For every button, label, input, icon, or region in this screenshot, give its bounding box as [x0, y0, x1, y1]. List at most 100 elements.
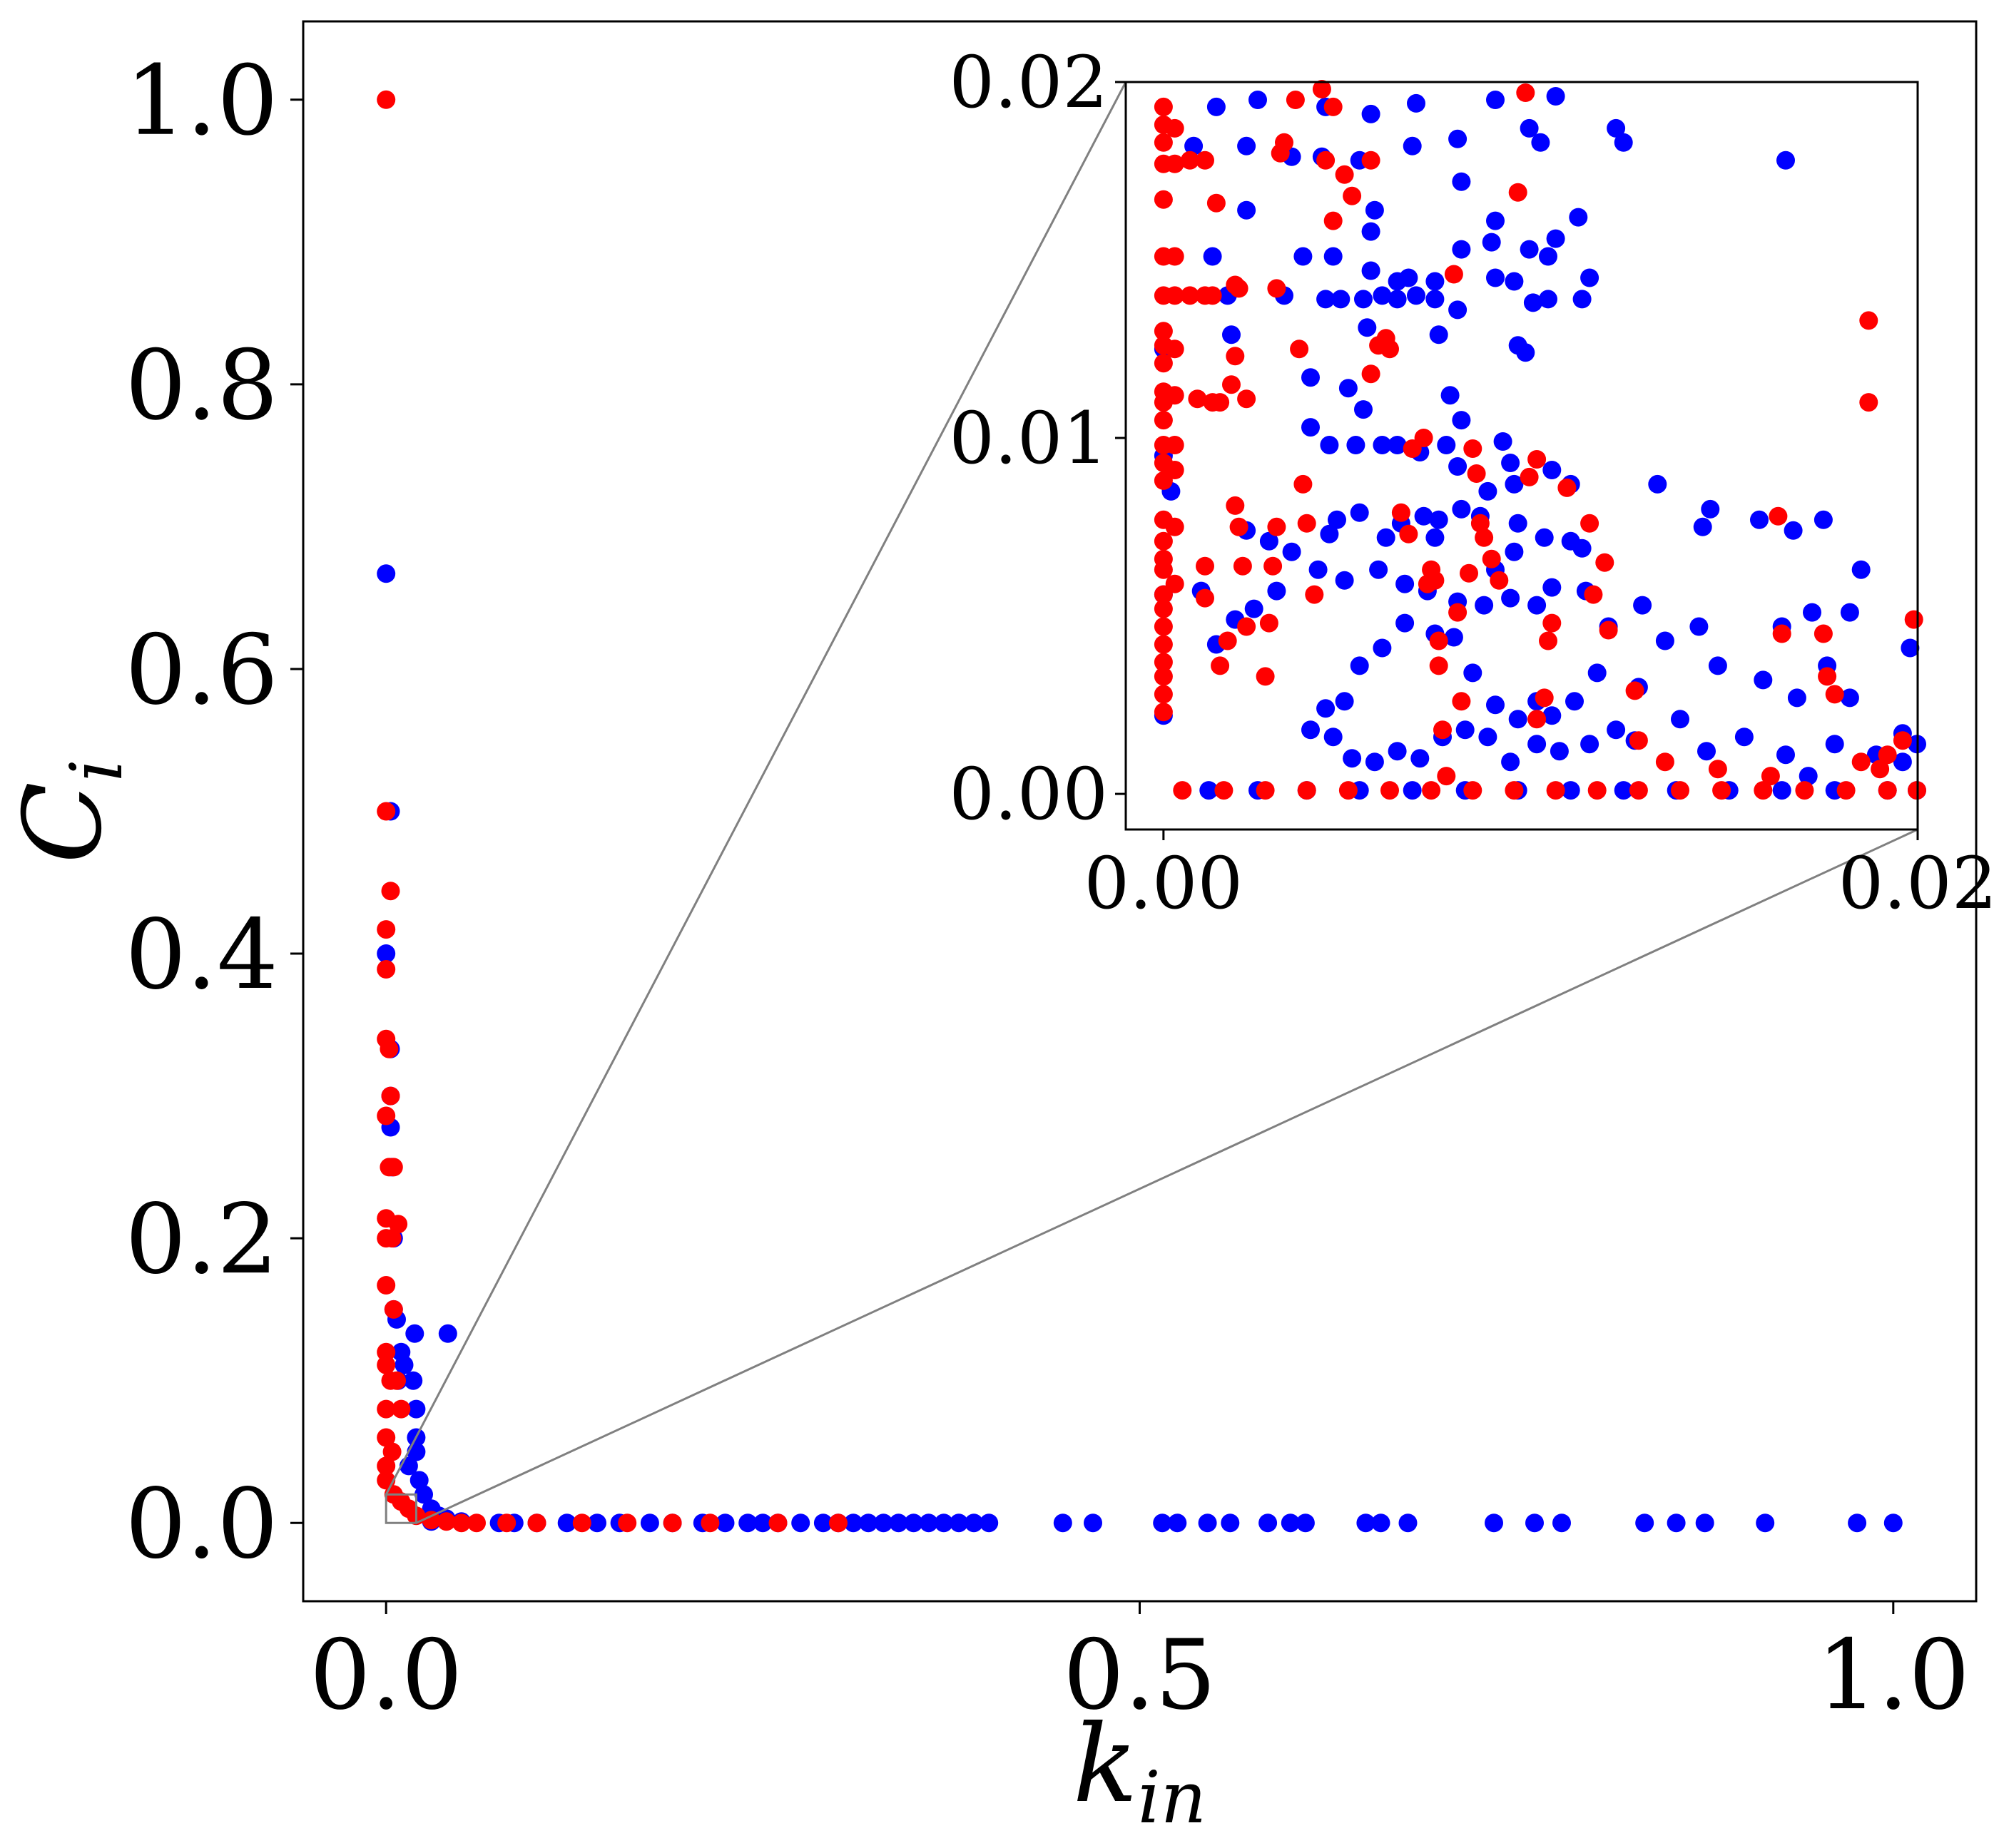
inset-series-a-point [1361, 261, 1380, 280]
inset-series-b-point [1422, 560, 1441, 579]
inset-series-a-point [1373, 436, 1392, 454]
inset-series-a-point [1693, 517, 1712, 536]
inset-series-b-point [1154, 560, 1173, 579]
inset-series-b-point [1154, 635, 1173, 654]
inset-series-a-point [1373, 638, 1392, 658]
inset-series-b-point [1539, 631, 1557, 650]
inset-series-b-point [1233, 556, 1252, 576]
inset-series-a-point [1708, 656, 1727, 675]
inset-series-a-point [1399, 268, 1418, 287]
main-series-a-point [1667, 1513, 1686, 1533]
inset-series-b-point [1203, 286, 1222, 305]
main-series-a-point [965, 1513, 984, 1533]
inset-series-a-point [1580, 735, 1599, 754]
y-axis-label: Ci [1, 759, 138, 864]
inset-series-b-point [1154, 411, 1173, 430]
inset-series-a-point [1343, 749, 1362, 768]
inset-series-b-point [1154, 531, 1173, 551]
inset-series-a-point [1395, 613, 1415, 633]
inset-series-b-point [1154, 685, 1173, 704]
inset-series-a-point [1237, 136, 1256, 155]
inset-series-a-point [1572, 538, 1592, 558]
inset-series-a-point [1478, 481, 1497, 501]
inset-series-b-point [1527, 450, 1547, 469]
inset-series-a-point [1358, 318, 1377, 337]
inset-series-b-point [1214, 781, 1233, 800]
inset-series-a-point [1425, 290, 1445, 309]
main-series-a-point [404, 1371, 423, 1390]
inset-series-b-point [1290, 340, 1309, 359]
inset-series-a-point [1508, 710, 1527, 729]
inset-y-tick-label: 0.00 [949, 752, 1108, 836]
main-series-b-point [467, 1513, 486, 1533]
main-series-a-point [950, 1513, 968, 1533]
inset-background [1126, 82, 1918, 829]
inset-series-b-point [1761, 767, 1780, 786]
main-series-a-point [889, 1513, 908, 1533]
inset-series-b-point [1316, 150, 1336, 170]
inset-series-a-point [1505, 474, 1524, 494]
inset-series-a-point [1350, 503, 1369, 522]
inset-series-b-point [1437, 767, 1456, 786]
y-axis-label-subscript: i [55, 759, 138, 782]
main-series-b-point [452, 1513, 471, 1533]
inset-series-a-point [1527, 596, 1547, 615]
inset-series-a-point [1346, 436, 1365, 454]
inset-series-a-point [1452, 411, 1471, 430]
inset-series-a-point [1535, 528, 1554, 547]
inset-series-a-point [1580, 268, 1599, 287]
inset-series-b-point [1463, 781, 1482, 800]
inset-series-b-point [1180, 150, 1199, 170]
inset-series-b-point [1584, 585, 1603, 604]
inset-series-b-point [1335, 165, 1354, 184]
inset-series-a-point [1222, 325, 1241, 344]
inset-series-b-point [1229, 279, 1248, 298]
inset-series-b-point [1206, 193, 1226, 213]
main-series-b-point [618, 1513, 637, 1533]
inset-series-b-point [1226, 496, 1245, 515]
inset-series-a-point [1444, 628, 1463, 647]
inset-series-a-point [1350, 656, 1369, 675]
inset-series-b-point [1448, 603, 1467, 622]
inset-series-b-point [1343, 186, 1362, 205]
inset-series-a-point [1323, 728, 1343, 747]
inset-x-tick-label: 0.02 [1838, 842, 1994, 925]
main-series-a-point [557, 1513, 576, 1533]
main-series-b-point [437, 1512, 456, 1531]
main-series-b-point [527, 1513, 546, 1533]
inset-series-a-point [1331, 290, 1350, 309]
inset-series-b-point [1629, 731, 1648, 750]
main-series-a-point [980, 1513, 999, 1533]
inset-series-a-point [1478, 728, 1497, 747]
inset-series-a-point [1388, 436, 1407, 454]
inset-series-b-point [1712, 781, 1731, 800]
main-series-b-point [377, 1399, 396, 1419]
inset-series-b-point [1595, 553, 1614, 572]
main-y-tick-label: 1.0 [125, 45, 278, 157]
inset-series-b-point [1267, 279, 1286, 298]
inset-series-b-point [1165, 118, 1184, 138]
inset-series-b-point [1312, 80, 1331, 98]
main-series-b-point [392, 1399, 411, 1419]
inset-series-a-point [1237, 200, 1256, 220]
inset-series-b-point [1165, 154, 1184, 173]
main-series-b-point [387, 1371, 406, 1390]
inset-series-a-point [1648, 474, 1667, 494]
y-axis-label-base: C [1, 782, 126, 864]
inset-plot-frame [1124, 81, 1919, 831]
inset-series-a-point [1520, 240, 1539, 259]
main-series-a-point [414, 1485, 433, 1504]
main-series-b-point [663, 1513, 682, 1533]
main-series-b-point [382, 1229, 402, 1248]
main-series-b-point [572, 1513, 591, 1533]
inset-series-a-point [1546, 229, 1565, 248]
inset-series-a-point [1320, 436, 1339, 454]
inset-series-b-point [1259, 613, 1278, 633]
inset-series-b-point [1380, 781, 1399, 800]
zoom-region-box [385, 1493, 417, 1524]
inset-series-a-point [1425, 272, 1445, 291]
inset-series-a-point [1301, 368, 1320, 387]
inset-series-b-point [1482, 549, 1501, 568]
inset-series-a-point [1542, 461, 1562, 479]
